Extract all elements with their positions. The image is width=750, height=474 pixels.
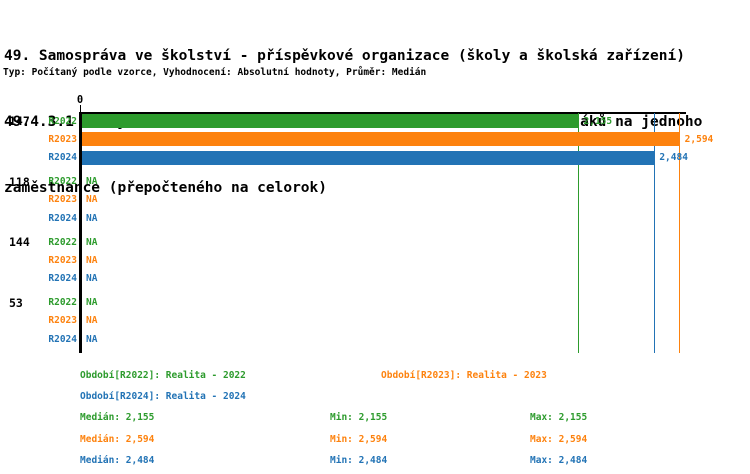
- title-line-3: zaměstnance (přepočteného na celorok): [4, 180, 328, 196]
- bar-value-label: 2,594: [684, 133, 714, 145]
- series-label-r2022: R2022: [48, 236, 77, 248]
- x-axis-line: [79, 112, 686, 114]
- legend-item-r2022: Období[R2022]: Realita - 2022: [80, 370, 246, 381]
- stat-max-r2022: Max: 2,155: [530, 412, 588, 423]
- na-label: NA: [86, 254, 98, 266]
- stat-min-r2024: Min: 2,484: [330, 455, 388, 466]
- category-label: 144: [9, 235, 30, 249]
- series-label-r2024: R2024: [48, 212, 77, 224]
- series-label-r2022: R2022: [48, 297, 77, 308]
- na-label: NA: [86, 176, 98, 187]
- bar-r2023: [82, 132, 680, 147]
- legend-item-r2023: Období[R2023]: Realita - 2023: [381, 370, 547, 381]
- bar-r2022: [82, 114, 579, 128]
- series-label-r2024: R2024: [48, 333, 77, 345]
- category-label: 147: [9, 114, 30, 128]
- na-label: NA: [86, 194, 98, 206]
- y-axis-line: [78, 112, 82, 353]
- series-label-r2023: R2023: [48, 194, 77, 206]
- na-label: NA: [86, 273, 98, 285]
- category-label: 53: [9, 295, 23, 310]
- series-label-r2023: R2023: [48, 254, 77, 266]
- series-label-r2023: R2023: [48, 315, 77, 327]
- stat-max-r2023: Max: 2,594: [530, 433, 588, 445]
- series-label-r2024: R2024: [48, 152, 77, 164]
- bar-value-label: 2,155: [583, 115, 613, 127]
- na-label: NA: [86, 212, 98, 224]
- legend-item-r2024: Období[R2024]: Realita - 2024: [80, 391, 246, 402]
- x-axis-zero-tick-label: 0: [76, 94, 84, 106]
- series-label-r2022: R2022: [48, 176, 77, 187]
- title-line-1: 49. Samospráva ve školství - příspěvkové…: [4, 48, 685, 64]
- bar-value-label: 2,484: [659, 152, 688, 164]
- stat-median-r2024: Medián: 2,484: [80, 455, 155, 466]
- median-reference-line-r2024: [653, 113, 656, 353]
- stat-median-r2022: Medián: 2,155: [80, 412, 155, 423]
- median-reference-line-r2022: [577, 113, 580, 353]
- na-label: NA: [86, 297, 98, 308]
- median-reference-line-r2023: [678, 113, 681, 353]
- x-axis-tick-mark: [79, 105, 82, 112]
- stat-median-r2023: Medián: 2,594: [80, 433, 155, 445]
- na-label: NA: [86, 333, 98, 345]
- series-label-r2024: R2024: [48, 273, 77, 285]
- stat-min-r2022: Min: 2,155: [330, 412, 388, 423]
- na-label: NA: [86, 315, 98, 327]
- series-label-r2022: R2022: [48, 115, 77, 127]
- stat-max-r2024: Max: 2,484: [530, 455, 588, 466]
- report-subtitle: Typ: Počítaný podle vzorce, Vyhodnocení:…: [3, 67, 427, 78]
- na-label: NA: [86, 236, 98, 248]
- category-label: 118: [9, 174, 30, 189]
- stat-min-r2023: Min: 2,594: [330, 433, 388, 445]
- bar-r2024: [82, 150, 655, 165]
- series-label-r2023: R2023: [48, 133, 77, 145]
